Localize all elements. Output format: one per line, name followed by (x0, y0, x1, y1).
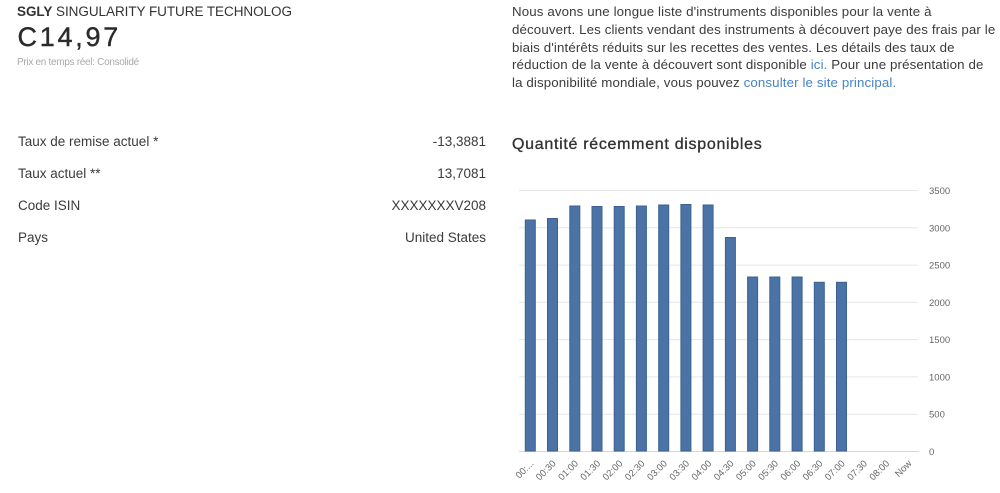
svg-text:500: 500 (929, 410, 945, 421)
svg-text:00:...: 00:... (514, 458, 537, 481)
svg-text:Now: Now (893, 458, 914, 479)
svg-text:1500: 1500 (929, 335, 950, 346)
svg-text:07:30: 07:30 (845, 458, 870, 483)
svg-text:02:30: 02:30 (623, 458, 648, 483)
svg-text:03:00: 03:00 (645, 458, 670, 483)
svg-text:06:30: 06:30 (801, 458, 826, 483)
svg-text:02:00: 02:00 (601, 458, 626, 483)
svg-text:01:30: 01:30 (579, 458, 604, 483)
svg-text:04:00: 04:00 (690, 458, 715, 483)
svg-text:05:30: 05:30 (756, 458, 781, 483)
svg-text:08:00: 08:00 (868, 458, 893, 483)
svg-text:03:30: 03:30 (667, 458, 692, 483)
svg-text:06:00: 06:00 (779, 458, 804, 483)
svg-text:00:30: 00:30 (534, 458, 559, 483)
svg-text:04:30: 04:30 (712, 458, 737, 483)
svg-text:07:00: 07:00 (823, 458, 848, 483)
svg-text:3500: 3500 (929, 186, 950, 197)
svg-text:01:00: 01:00 (556, 458, 581, 483)
svg-text:1000: 1000 (929, 372, 950, 383)
svg-text:3000: 3000 (929, 223, 950, 234)
svg-text:05:00: 05:00 (734, 458, 759, 483)
svg-text:2000: 2000 (929, 298, 950, 309)
svg-text:0: 0 (929, 447, 934, 458)
svg-text:2500: 2500 (929, 261, 950, 272)
